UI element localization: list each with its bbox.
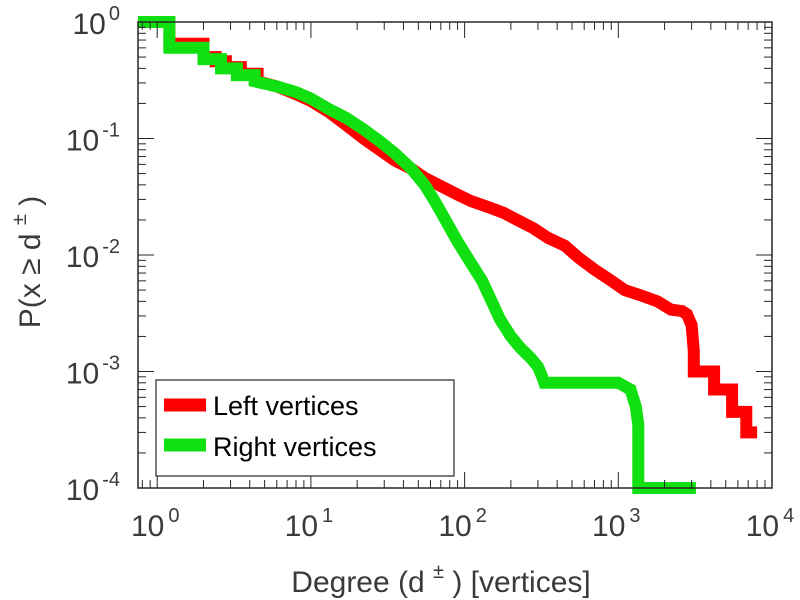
series-line-right-vertices: [138, 16, 696, 494]
ticks-layer: [138, 21, 773, 489]
legend-label-right-vertices: Right vertices: [213, 432, 377, 462]
legend-box: [155, 379, 455, 477]
y-tick-label: 10 -3: [66, 353, 120, 391]
x-tick-label-exp: 2: [476, 505, 487, 527]
legend: Left vertices Right vertices: [155, 379, 455, 477]
y-tick-label-exp: 0: [109, 3, 120, 25]
plot-frame: [137, 21, 773, 489]
y-axis-label-prefix: P(x ≥ d: [14, 233, 47, 328]
y-tick-label: 10 -1: [66, 120, 120, 158]
y-tick-label: 10 0: [73, 3, 121, 41]
x-tick-label: 10 4: [746, 505, 795, 543]
x-axis-label-prefix: Degree (d: [291, 566, 424, 599]
y-tick-label-exp: -4: [102, 469, 120, 491]
x-tick-label-base: 10: [746, 510, 779, 543]
x-axis-label: Degree (d ± ) [vertices]: [291, 552, 590, 599]
x-tick-label: 10 3: [592, 505, 641, 543]
x-tick-label-exp: 0: [168, 505, 179, 527]
y-tick-label-base: 10: [66, 125, 99, 158]
x-tick-label: 10 0: [131, 505, 180, 543]
y-tick-label-exp: -2: [102, 236, 120, 258]
x-tick-label: 10 1: [285, 505, 334, 543]
y-tick-label-base: 10: [73, 8, 106, 41]
x-tick-label: 10 2: [438, 505, 487, 543]
y-tick-label-base: 10: [66, 358, 99, 391]
x-tick-label-base: 10: [285, 510, 318, 543]
legend-label-left-vertices: Left vertices: [213, 391, 359, 421]
y-tick-label-exp: -3: [102, 353, 120, 375]
x-axis-label-suffix: ) [vertices]: [452, 566, 590, 599]
x-axis-label-sup: ±: [433, 561, 444, 583]
x-tick-label-base: 10: [438, 510, 471, 543]
x-tick-label-exp: 3: [629, 505, 640, 527]
y-tick-label-exp: -1: [102, 120, 120, 142]
tick-labels-layer: 10 0 10 1 10 2 10 3 10 410 010 -110 -210 -310 -4: [66, 3, 794, 543]
x-tick-label-exp: 4: [783, 505, 794, 527]
x-tick-label-exp: 1: [322, 505, 333, 527]
y-axis-label: P(x ≥ d ± ): [0, 196, 47, 329]
y-axis-label-sup: ±: [9, 214, 31, 225]
x-tick-label-base: 10: [131, 510, 164, 543]
y-axis-label-suffix: ): [14, 196, 47, 206]
series-layer: [138, 16, 758, 494]
y-tick-label: 10 -2: [66, 236, 120, 274]
y-tick-label: 10 -4: [66, 469, 120, 507]
y-tick-label-base: 10: [66, 474, 99, 507]
x-tick-label-base: 10: [592, 510, 625, 543]
y-tick-label-base: 10: [66, 241, 99, 274]
